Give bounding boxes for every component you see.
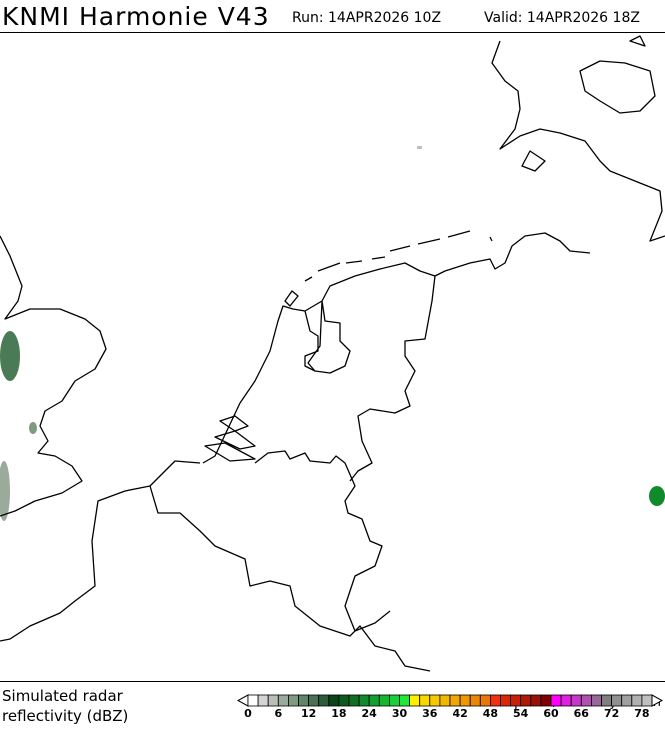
colorbar-cell bbox=[500, 694, 512, 707]
colorbar-cell bbox=[247, 694, 259, 707]
colorbar-cell bbox=[257, 694, 269, 707]
danish-islands bbox=[521, 35, 656, 172]
colorbar-cell bbox=[590, 694, 602, 707]
colorbar-tick-label: 12 bbox=[300, 707, 317, 720]
colorbar-cell bbox=[580, 694, 592, 707]
chart-title: KNMI Harmonie V43 bbox=[2, 2, 270, 31]
colorbar-cell bbox=[530, 694, 542, 707]
denmark-coast bbox=[491, 40, 665, 242]
nl-belgium-border bbox=[254, 450, 391, 632]
germany-coast bbox=[434, 232, 591, 277]
map-outlines bbox=[0, 35, 665, 672]
wadden-islands bbox=[284, 230, 493, 307]
colorbar-cell bbox=[459, 694, 471, 707]
nl-germany-border bbox=[349, 275, 436, 482]
colorbar-cell bbox=[368, 694, 380, 707]
england-coast bbox=[0, 235, 107, 517]
zeeland-islands bbox=[204, 415, 256, 462]
legend-label-line1: Simulated radar bbox=[2, 687, 123, 705]
netherlands-coast bbox=[202, 262, 436, 464]
echo-east bbox=[649, 486, 665, 506]
colorbar-cell bbox=[641, 694, 653, 707]
colorbar-cell bbox=[550, 694, 562, 707]
valid-time: Valid: 14APR2026 18Z bbox=[484, 10, 640, 26]
france-coast bbox=[0, 460, 201, 642]
belgium-france-border bbox=[149, 485, 431, 672]
colorbar-cell bbox=[399, 694, 411, 707]
colorbar-tick-label: 18 bbox=[331, 707, 347, 720]
colorbar-cell bbox=[570, 694, 582, 707]
colorbar-cell bbox=[439, 694, 451, 707]
precipitation-echoes bbox=[0, 146, 665, 521]
colorbar-cell bbox=[621, 694, 633, 707]
colorbar-cell bbox=[308, 694, 320, 707]
colorbar-tick-label: 30 bbox=[391, 707, 408, 720]
colorbar-cell bbox=[358, 694, 370, 707]
colorbar-tick-label: 6 bbox=[274, 707, 283, 720]
colorbar-tick-label: 48 bbox=[482, 707, 499, 720]
echo-england-1 bbox=[0, 331, 20, 381]
colorbar-cell bbox=[601, 694, 613, 707]
colorbar-cell bbox=[510, 694, 522, 707]
colorbar bbox=[236, 694, 664, 707]
colorbar-cell bbox=[479, 694, 491, 707]
colorbar-cell bbox=[318, 694, 330, 707]
colorbar-tick-label: 42 bbox=[452, 707, 468, 720]
colorbar-cell bbox=[429, 694, 441, 707]
run-time: Run: 14APR2026 10Z bbox=[292, 10, 442, 26]
colorbar-tick-label: 72 bbox=[603, 707, 620, 720]
colorbar-cell bbox=[388, 694, 400, 707]
colorbar-tick-label: 24 bbox=[361, 707, 377, 720]
map-area: Infoplaza / Wilfred Janssen bbox=[0, 32, 665, 710]
colorbar-tick-label: 54 bbox=[513, 707, 529, 720]
colorbar-cell bbox=[288, 694, 299, 707]
echo-north bbox=[417, 146, 422, 149]
ijsselmeer-outline bbox=[304, 300, 351, 374]
colorbar-cell bbox=[267, 694, 279, 707]
colorbar-tick-label: 66 bbox=[573, 707, 589, 720]
colorbar-cell bbox=[328, 694, 340, 707]
colorbar-cell bbox=[449, 694, 461, 707]
legend-label: Simulated radar reflectivity (dBZ) bbox=[2, 686, 128, 726]
colorbar-cell bbox=[419, 694, 431, 707]
colorbar-cell bbox=[378, 694, 390, 707]
colorbar-arrow-right bbox=[651, 694, 664, 707]
echo-england-2 bbox=[29, 422, 37, 434]
colorbar-cell bbox=[631, 694, 643, 707]
colorbar-cell bbox=[611, 694, 623, 707]
colorbar-tick-label: 0 bbox=[244, 707, 252, 720]
colorbar-arrow-left bbox=[236, 694, 249, 707]
colorbar-cell bbox=[469, 694, 481, 707]
legend-label-line2: reflectivity (dBZ) bbox=[2, 707, 129, 725]
colorbar-cell bbox=[298, 694, 310, 707]
colorbar-cell bbox=[560, 694, 572, 707]
colorbar-tick-label: 78 bbox=[634, 707, 650, 720]
colorbar-cell bbox=[409, 694, 421, 707]
colorbar-tick-label: 36 bbox=[422, 707, 438, 720]
map-svg bbox=[0, 35, 665, 672]
colorbar-cell bbox=[277, 694, 289, 707]
colorbar-cell bbox=[348, 694, 360, 707]
colorbar-cell bbox=[338, 694, 350, 707]
colorbar-cell bbox=[520, 694, 532, 707]
echo-england-3 bbox=[0, 461, 10, 521]
colorbar-cell bbox=[489, 694, 501, 707]
colorbar-cell bbox=[540, 694, 552, 707]
colorbar-tick-label: 60 bbox=[543, 707, 559, 720]
